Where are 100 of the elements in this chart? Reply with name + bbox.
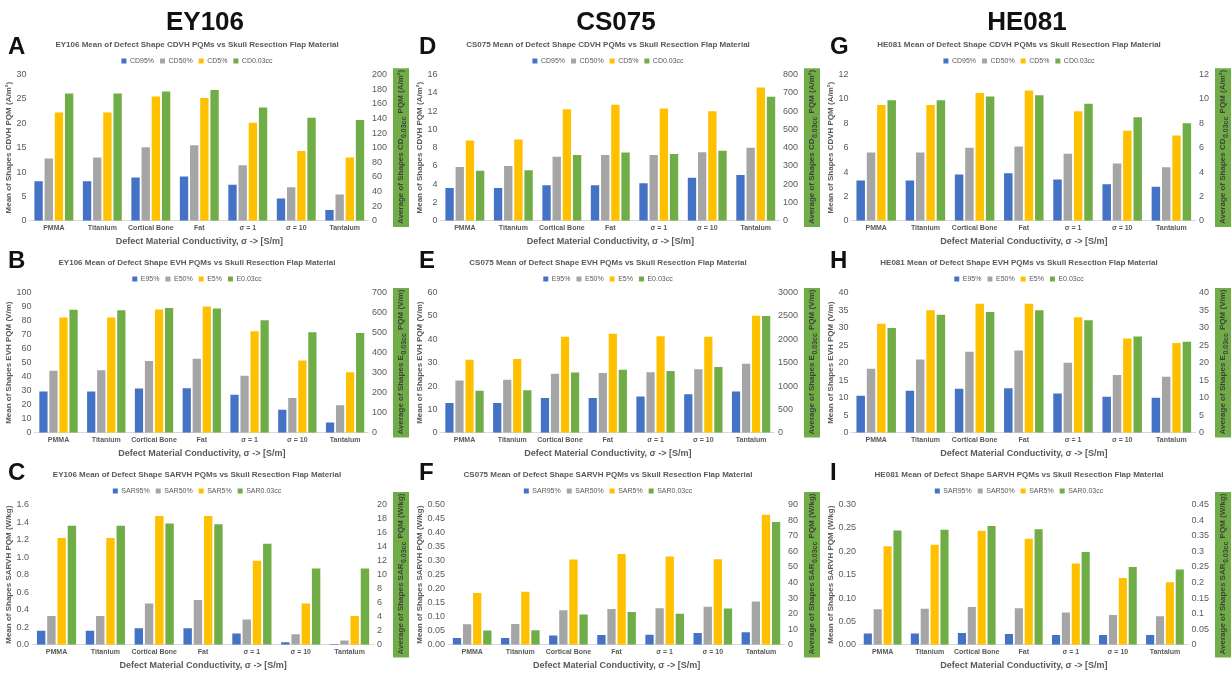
y2-tick-label: 30 bbox=[1198, 322, 1209, 333]
y-tick-label: 0 bbox=[21, 215, 27, 226]
y2-tick-label: 200 bbox=[371, 69, 388, 80]
bar bbox=[1151, 397, 1161, 433]
y2-tick-label: 20 bbox=[371, 200, 382, 211]
bar bbox=[916, 359, 925, 433]
y2-tick-label: 400 bbox=[782, 142, 799, 153]
x-axis-title: Defect Material Conductivity, σ -> [S/m] bbox=[526, 236, 694, 247]
x-axis-title: Defect Material Conductivity, σ -> [S/m] bbox=[119, 660, 287, 671]
bar bbox=[1063, 153, 1073, 221]
y-tick-label: 0.8 bbox=[16, 569, 30, 580]
bar bbox=[866, 368, 876, 433]
y-axis-title: Mean of Shapes EVH PQM (V/m) bbox=[826, 301, 835, 424]
bar bbox=[1014, 146, 1023, 221]
y-tick-label: 0.15 bbox=[427, 597, 446, 608]
bar bbox=[493, 403, 502, 433]
text: C bbox=[8, 458, 26, 486]
bar bbox=[588, 397, 597, 433]
y-tick-label: 60 bbox=[427, 287, 438, 298]
bar bbox=[473, 592, 482, 645]
bar bbox=[493, 187, 503, 221]
y-tick-label: 0.45 bbox=[427, 513, 446, 524]
chart-title: HE081 Mean of Defect Shape EVH PQMs vs Skull Resection Flap Material bbox=[880, 258, 1158, 267]
bar bbox=[1004, 388, 1013, 433]
bar bbox=[291, 634, 300, 645]
y2-tick-label: 0.45 bbox=[1191, 499, 1210, 510]
bar bbox=[751, 601, 761, 645]
bar bbox=[44, 158, 53, 221]
bar bbox=[503, 379, 512, 433]
y2-tick-label: 25 bbox=[1198, 339, 1209, 350]
bar bbox=[607, 608, 616, 645]
bar bbox=[598, 372, 607, 433]
y2-tick-label: 40 bbox=[1198, 287, 1209, 298]
y2-tick-label: 10 bbox=[1198, 93, 1209, 104]
y-tick-label: 40 bbox=[427, 333, 438, 344]
y-tick-label: 0 bbox=[843, 427, 849, 438]
y2-tick-label: 0.3 bbox=[1191, 545, 1204, 556]
bar bbox=[649, 155, 658, 221]
y-tick-label: 0.10 bbox=[838, 592, 857, 603]
bar bbox=[905, 390, 915, 433]
y-tick-label: 0.05 bbox=[427, 625, 446, 636]
y2-tick-label: 0 bbox=[1198, 215, 1204, 226]
bar bbox=[511, 624, 520, 645]
chart-title: EY106 Mean of Defect Shape SARVH PQMs vs Skull Resection Flap Material bbox=[52, 470, 342, 479]
bar bbox=[49, 370, 58, 433]
chart-title: HE081 Mean of Defect Shape SARVH PQMs vs Skull Resection Flap Material bbox=[874, 470, 1164, 479]
bar bbox=[47, 615, 56, 645]
bar bbox=[335, 194, 344, 221]
y-tick-label: 0.0 bbox=[16, 639, 30, 650]
y-tick-label: 0.10 bbox=[427, 611, 446, 622]
text: I bbox=[830, 458, 837, 486]
bar bbox=[1146, 634, 1155, 645]
bar bbox=[335, 405, 345, 433]
y-tick-label: 80 bbox=[21, 315, 32, 326]
y2-tick-label: 100 bbox=[371, 407, 388, 418]
y2-tick-label: 0 bbox=[782, 215, 788, 226]
y-tick-label: 15 bbox=[16, 142, 27, 153]
y-tick-label: 10 bbox=[427, 403, 438, 414]
y-tick-label: 50 bbox=[427, 310, 438, 321]
y2-tick-label: 0.4 bbox=[1191, 514, 1204, 525]
bar bbox=[287, 187, 296, 221]
bar bbox=[360, 568, 370, 645]
y2-tick-label: 0.25 bbox=[1191, 561, 1210, 572]
y-tick-label: 1.0 bbox=[16, 551, 30, 562]
bar bbox=[288, 397, 297, 433]
y-axis-title: Mean of Shapes EVH PQM (V/m) bbox=[4, 301, 13, 424]
y-tick-label: 0.35 bbox=[427, 541, 446, 552]
bar bbox=[93, 157, 102, 221]
bar bbox=[698, 152, 707, 221]
bar bbox=[965, 351, 974, 433]
bar bbox=[1112, 163, 1122, 221]
bar bbox=[741, 363, 751, 433]
bar bbox=[559, 610, 568, 645]
bar bbox=[455, 166, 464, 221]
y-axis-title: Mean of Shapes CDVH PQM (A/m²) bbox=[4, 81, 13, 214]
y2-tick-label: 40 bbox=[371, 186, 382, 197]
y-tick-label: 0.20 bbox=[427, 583, 446, 594]
y2-tick-label: 16 bbox=[376, 527, 387, 538]
y2-tick-label: 8 bbox=[376, 583, 382, 594]
bar bbox=[957, 633, 966, 645]
y2-tick-label: 14 bbox=[376, 541, 387, 552]
y-tick-label: 30 bbox=[838, 322, 849, 333]
bar bbox=[134, 628, 144, 645]
bar bbox=[569, 559, 578, 645]
chart-title: CS075 Mean of Defect Shape CDVH PQMs vs Skull Resection Flap Material bbox=[466, 40, 750, 49]
bar bbox=[230, 394, 239, 433]
y-tick-label: 12 bbox=[838, 69, 849, 80]
bar bbox=[655, 608, 664, 645]
y-tick-label: 0.50 bbox=[427, 499, 446, 510]
y2-tick-label: 0 bbox=[777, 427, 783, 438]
y2-tick-label: 10 bbox=[1198, 392, 1209, 403]
y2-tick-label: 700 bbox=[371, 287, 388, 298]
y-tick-label: 1.4 bbox=[16, 516, 30, 527]
bar bbox=[736, 175, 745, 221]
y2-tick-label: 10 bbox=[376, 569, 387, 580]
y-tick-label: 0.30 bbox=[838, 499, 857, 510]
bar bbox=[916, 152, 925, 221]
y2-tick-label: 800 bbox=[782, 69, 799, 80]
bar bbox=[504, 165, 513, 221]
bar bbox=[713, 559, 722, 645]
